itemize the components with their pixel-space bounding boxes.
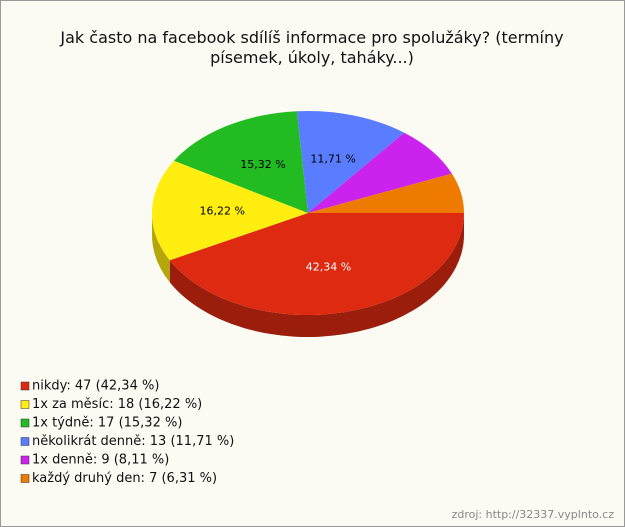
slice-side: [152, 213, 170, 283]
legend-swatch: [20, 418, 30, 428]
legend-label: 1x denně: 9 (8,11 %): [32, 453, 169, 468]
slice-label: 15,32 %: [240, 158, 285, 171]
slice-label: 11,71 %: [310, 152, 355, 165]
slice: [151, 160, 308, 261]
legend-label: několikrát denně: 13 (11,71 %): [32, 434, 234, 449]
legend-swatch: [20, 437, 30, 446]
source: zdroj: http://32337.vyplnto.cz: [452, 508, 615, 521]
slice: [173, 111, 308, 213]
legend-label: nikdy: 47 (42,34 %): [32, 379, 159, 394]
chart-title: Jak často na facebook sdílíš informace p…: [60, 28, 564, 67]
legend-label: každý druhý den: 7 (6,31 %): [32, 471, 217, 486]
legend-swatch: [20, 455, 30, 465]
slice: [308, 173, 464, 213]
legend-swatch: [20, 474, 30, 483]
legend-label: 1x za měsíc: 18 (16,22 %): [32, 397, 202, 412]
slice: [169, 213, 464, 315]
legend-swatch: [20, 381, 30, 391]
legend-swatch: [20, 400, 30, 409]
slice-label: 42,34 %: [306, 260, 351, 273]
slice-label: 16,22 %: [200, 204, 245, 217]
slice: [308, 132, 452, 213]
legend-label: 1x týdně: 17 (15,32 %): [32, 416, 182, 431]
slice: [296, 111, 405, 213]
slice-side: [169, 213, 464, 338]
